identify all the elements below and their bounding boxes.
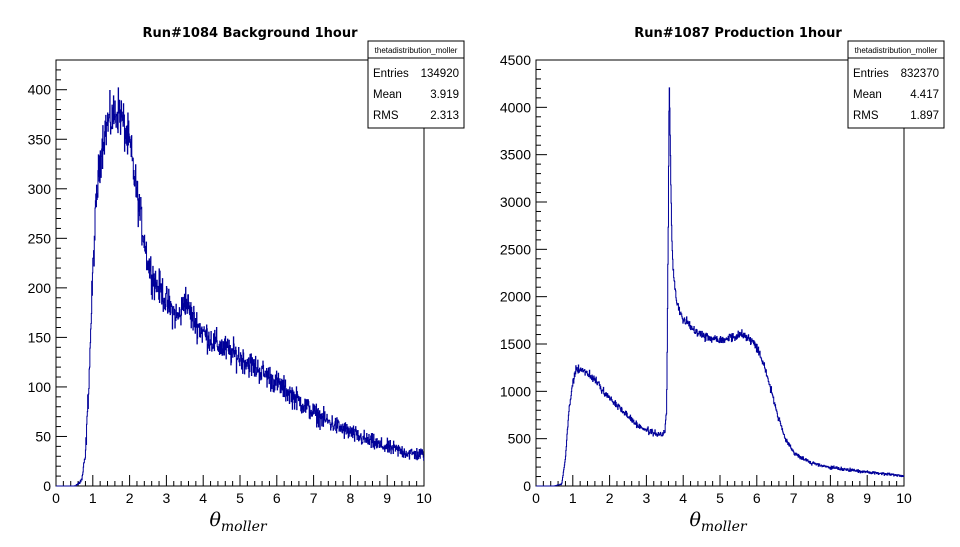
x-tick-label: 8: [347, 490, 355, 506]
stats-box-frame: [367, 40, 465, 129]
x-tick-label: 1: [89, 490, 97, 506]
y-tick-label: 1000: [500, 383, 531, 399]
plot-area: 0 1 2 3 4 5 6 7 8 9 10 0 500 1000 1500 2000 2500 3000 3500…: [500, 52, 912, 506]
y-tick-label: 500: [508, 431, 532, 447]
stats-box: thetadistribution_moller Entries 832370 …: [847, 40, 945, 129]
y-tick-label: 3500: [500, 147, 531, 163]
histogram-line: [536, 87, 905, 487]
y-tick-label: 150: [28, 329, 52, 345]
x-tick-label: 9: [383, 490, 391, 506]
x-tick-label: 2: [606, 490, 614, 506]
stats-rms-value: 2.313: [430, 110, 459, 122]
x-tick-label: 6: [753, 490, 761, 506]
x-tick-label: 3: [643, 490, 651, 506]
x-tick-label: 3: [163, 490, 171, 506]
chart-title: Run#1084 Background 1hour: [142, 26, 358, 41]
x-axis-label-symbol: θ: [689, 509, 701, 531]
stats-entries-label: Entries: [373, 68, 409, 80]
stats-entries-value: 134920: [421, 68, 459, 80]
x-axis-label: θmoller: [209, 509, 267, 535]
stats-box-name: thetadistribution_moller: [855, 46, 938, 55]
histogram-panel-background: Run#1084 Background 1hour 0 1 2 3 4 5 6 7 8 9 1005…: [28, 26, 465, 535]
stats-box-name: thetadistribution_moller: [375, 46, 458, 55]
stats-rms-label: RMS: [853, 110, 879, 122]
x-tick-label: 6: [273, 490, 281, 506]
x-tick-label: 4: [199, 490, 207, 506]
x-tick-label: 4: [679, 490, 687, 506]
y-tick-label: 350: [28, 131, 52, 147]
stats-rms-value: 1.897: [910, 110, 939, 122]
y-tick-label: 250: [28, 230, 52, 246]
stats-rms-label: RMS: [373, 110, 399, 122]
stats-mean-value: 4.417: [910, 89, 939, 101]
x-tick-label: 1: [569, 490, 577, 506]
x-tick-label: 0: [52, 490, 60, 506]
y-tick-label: 100: [28, 379, 52, 395]
x-tick-label: 0: [532, 490, 540, 506]
y-tick-label: 2500: [500, 241, 531, 257]
histogram-line: [56, 87, 425, 487]
x-tick-label: 8: [827, 490, 835, 506]
x-tick-label: 5: [716, 490, 724, 506]
y-tick-label: 400: [28, 82, 52, 98]
stats-entries-value: 832370: [901, 68, 939, 80]
y-tick-label: 300: [28, 181, 52, 197]
y-tick-label: 0: [43, 478, 51, 494]
y-tick-label: 3000: [500, 194, 531, 210]
y-tick-label: 200: [28, 280, 52, 296]
x-tick-label: 5: [236, 490, 244, 506]
y-tick-label: 0: [523, 478, 531, 494]
stats-entries-label: Entries: [853, 68, 889, 80]
stats-box: thetadistribution_moller Entries 134920 …: [367, 40, 465, 129]
x-tick-label: 9: [863, 490, 871, 506]
chart-title: Run#1087 Production 1hour: [634, 26, 842, 41]
x-tick-label: 10: [416, 490, 432, 506]
x-tick-label: 2: [126, 490, 134, 506]
stats-box-frame: [847, 40, 945, 129]
x-axis-label: θmoller: [689, 509, 747, 535]
x-axis-label-subscript: moller: [701, 519, 748, 535]
x-tick-label: 7: [790, 490, 798, 506]
stats-mean-label: Mean: [853, 89, 882, 101]
x-axis-label-symbol: θ: [209, 509, 221, 531]
stats-mean-label: Mean: [373, 89, 402, 101]
x-axis-label-subscript: moller: [221, 519, 268, 535]
x-tick-label: 7: [310, 490, 318, 506]
y-tick-label: 1500: [500, 336, 531, 352]
y-tick-label: 2000: [500, 289, 531, 305]
x-tick-label: 10: [896, 490, 912, 506]
y-tick-label: 4000: [500, 99, 531, 115]
y-tick-label: 4500: [500, 52, 531, 68]
histogram-panel-production: Run#1087 Production 1hour 0 1 2 3 4 5 6 7 8 9 10 0 5…: [500, 26, 945, 535]
stats-mean-value: 3.919: [430, 89, 459, 101]
y-tick-label: 50: [35, 428, 51, 444]
